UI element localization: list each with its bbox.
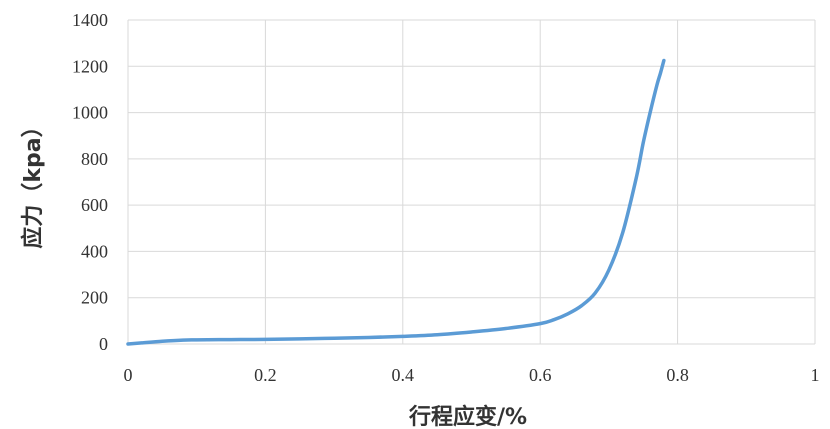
x-tick-label: 0.6 bbox=[529, 365, 552, 385]
x-tick-label: 0.4 bbox=[392, 365, 415, 385]
y-tick-label: 1200 bbox=[72, 56, 108, 76]
y-tick-label: 600 bbox=[81, 195, 108, 215]
y-tick-label: 1400 bbox=[72, 10, 108, 30]
x-tick-label: 0.8 bbox=[666, 365, 689, 385]
y-axis-title: 应力（kpa） bbox=[20, 115, 46, 248]
x-tick-label: 0.2 bbox=[254, 365, 277, 385]
y-tick-label: 1000 bbox=[72, 103, 108, 123]
tick-labels: 0 0.2 0.4 0.6 0.8 1 0 200 400 600 800 1000 1200 1400 bbox=[72, 10, 820, 385]
series-layer bbox=[126, 58, 666, 346]
grid bbox=[127, 19, 816, 345]
y-tick-label: 800 bbox=[81, 149, 108, 169]
y-tick-label: 400 bbox=[81, 241, 108, 261]
y-tick-label: 200 bbox=[81, 288, 108, 308]
x-tick-label: 1 bbox=[811, 365, 820, 385]
x-axis-title: 行程应变/% bbox=[408, 404, 527, 429]
y-tick-label: 0 bbox=[99, 334, 108, 354]
series-line bbox=[126, 58, 666, 346]
x-tick-label: 0 bbox=[124, 365, 133, 385]
